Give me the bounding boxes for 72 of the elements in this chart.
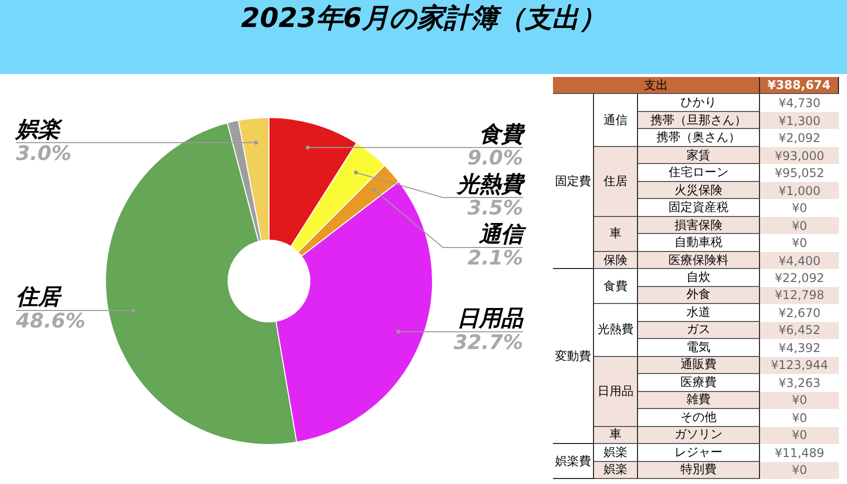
text: ¥93,000 — [760, 146, 839, 164]
data-label: 9.0% — [468, 146, 523, 170]
text: ¥0 — [760, 392, 839, 410]
text: ひかり — [638, 94, 760, 112]
text: ¥11,489 — [760, 444, 839, 462]
text: ¥4,400 — [760, 252, 839, 270]
text: 住居 — [594, 146, 638, 217]
text: 自動車税 — [638, 234, 760, 252]
text: 車 — [594, 426, 638, 444]
text: 通販費 — [638, 356, 760, 374]
text: ¥0 — [760, 462, 839, 479]
text: 水道 — [638, 304, 760, 322]
text: ¥1,300 — [760, 112, 839, 130]
text: 保険 — [594, 252, 638, 270]
text: 医療保険料 — [638, 252, 760, 270]
text: ¥12,798 — [760, 286, 839, 304]
text: ¥95,052 — [760, 164, 839, 182]
slice-label: 娯楽 — [14, 117, 63, 142]
text: ¥0 — [760, 199, 839, 217]
text: ¥4,730 — [760, 94, 839, 112]
chart-title: 2023年6月の家計簿（支出） — [0, 0, 847, 74]
slice-label: 通信 — [478, 222, 527, 248]
text: 娯楽 — [594, 462, 638, 479]
text: ガソリン — [638, 426, 760, 444]
text: ¥2,670 — [760, 304, 839, 322]
text: レジャー — [638, 444, 760, 462]
text: 娯楽 — [594, 444, 638, 462]
text: ¥0 — [760, 409, 839, 427]
text: 固定資産税 — [638, 199, 760, 217]
text: 通信 — [594, 94, 638, 147]
text: 雑費 — [638, 392, 760, 410]
text: ¥0 — [760, 426, 839, 444]
text: 食費 — [594, 269, 638, 304]
text: 損害保険 — [638, 216, 760, 234]
text: 火災保険 — [638, 182, 760, 200]
text: ¥4,392 — [760, 339, 839, 357]
text: 家賃 — [638, 146, 760, 164]
data-label: 3.0% — [16, 140, 72, 165]
text: 日用品 — [594, 356, 638, 427]
text: 固定費 — [553, 94, 594, 270]
text: ¥6,452 — [760, 322, 839, 340]
slice-label: 住居 — [16, 285, 62, 310]
data-label: 3.5% — [468, 196, 523, 220]
text: 娯楽費 — [553, 444, 594, 479]
text: 外食 — [638, 286, 760, 304]
text: 住宅ローン — [638, 164, 760, 182]
text: 携帯（奥さん） — [638, 129, 760, 147]
data-label: 2.1% — [468, 246, 523, 270]
text: その他 — [638, 409, 760, 427]
text: 自炊 — [638, 269, 760, 287]
text: ガス — [638, 322, 760, 340]
data-label: 48.6% — [15, 308, 86, 333]
text: ¥388,674 — [760, 77, 839, 94]
text: 変動費 — [553, 269, 594, 444]
text: 電気 — [638, 339, 760, 357]
text: ¥0 — [760, 234, 839, 252]
text: 携帯（旦那さん） — [638, 112, 760, 130]
text: 医療費 — [638, 374, 760, 392]
text: 車 — [594, 216, 638, 252]
text: ¥0 — [760, 216, 839, 234]
text: ¥2,092 — [760, 129, 839, 147]
text: 光熱費 — [594, 304, 638, 357]
text: ¥123,944 — [760, 356, 839, 374]
data-label: 32.7% — [454, 330, 523, 354]
text: ¥1,000 — [760, 182, 839, 200]
text: ¥3,263 — [760, 374, 839, 392]
text: 支出 — [553, 77, 760, 94]
slice-label: 食費 — [479, 122, 526, 148]
slice-label: 光熱費 — [455, 172, 526, 198]
text: ¥22,092 — [760, 269, 839, 287]
slice-label: 日用品 — [457, 306, 524, 332]
text: 特別費 — [638, 462, 760, 479]
